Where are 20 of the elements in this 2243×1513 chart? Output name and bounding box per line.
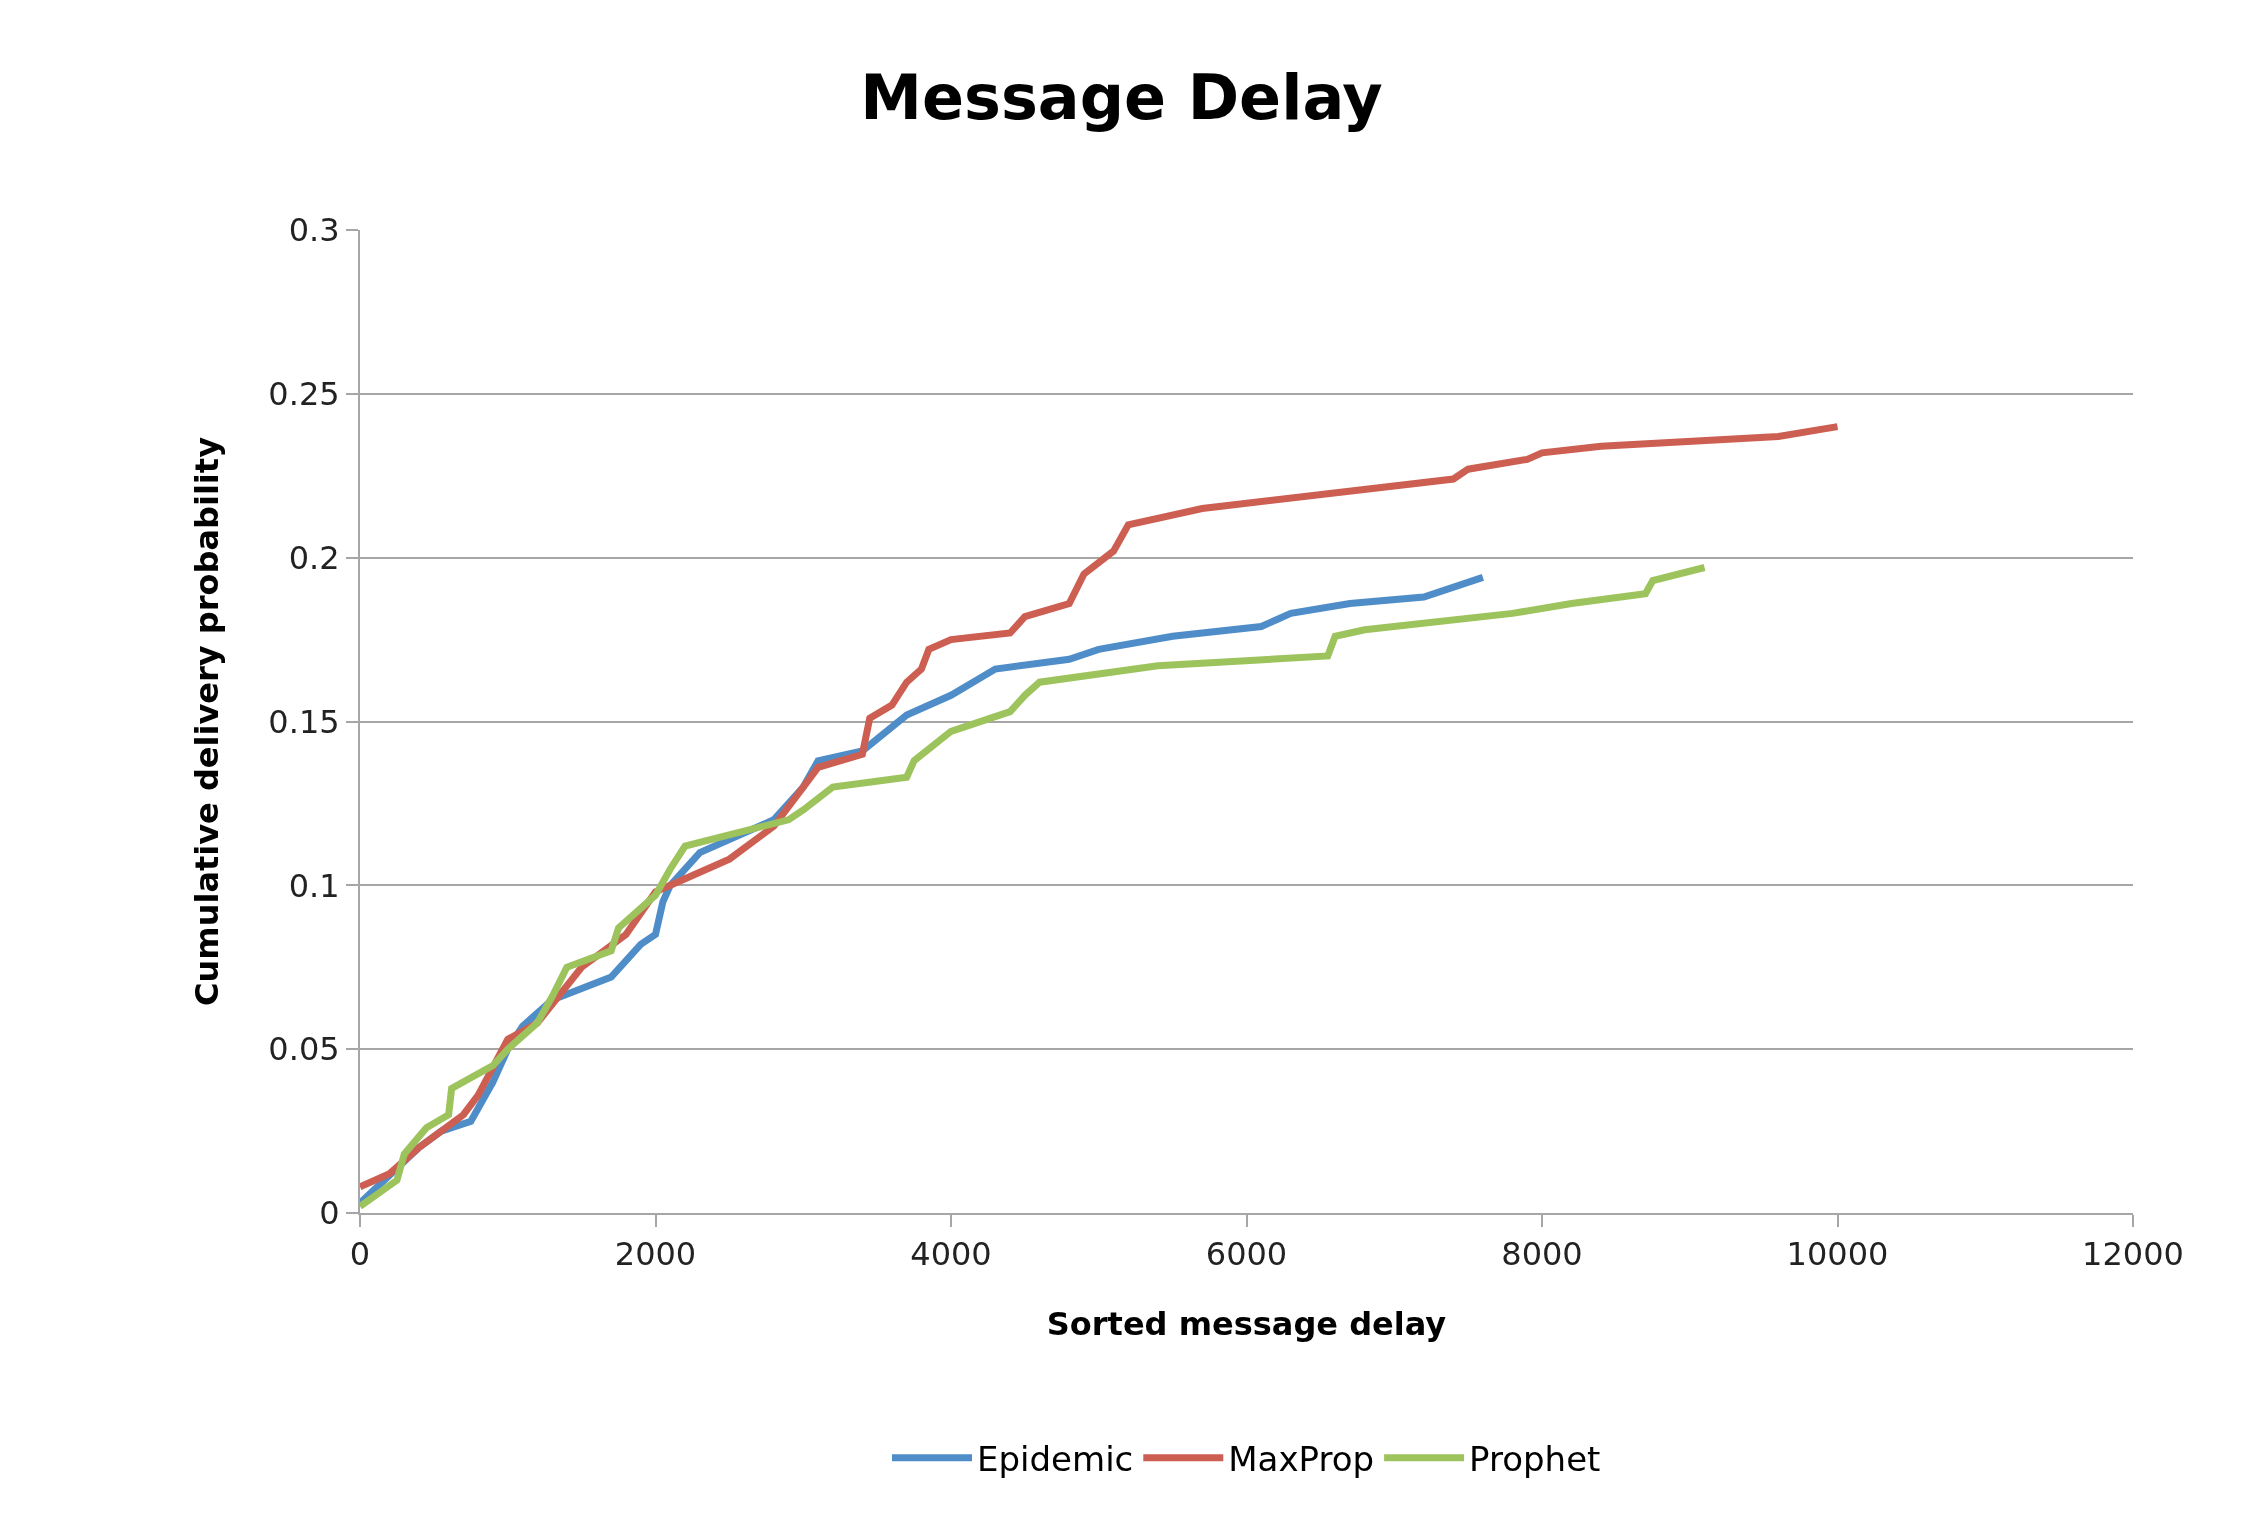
x-tick-label: 0	[349, 1235, 371, 1274]
legend-label: Epidemic	[977, 1439, 1134, 1480]
x-tick-label: 8000	[1501, 1235, 1583, 1274]
x-tick-label: 12000	[2082, 1235, 2184, 1274]
x-tick-label: 10000	[1786, 1235, 1889, 1274]
chart-title: Message Delay	[860, 61, 1383, 135]
y-axis-title: Cumulative delivery probability	[188, 436, 227, 1006]
y-tick-label: 0.05	[268, 1030, 340, 1069]
y-tick-label: 0.3	[288, 211, 340, 250]
y-tick-label: 0.2	[288, 538, 340, 577]
x-tick-label: 2000	[614, 1235, 697, 1274]
y-tick-label: 0	[319, 1194, 340, 1233]
x-tick-label: 4000	[910, 1235, 992, 1274]
legend-label: Prophet	[1469, 1439, 1601, 1480]
x-tick-label: 6000	[1205, 1235, 1288, 1274]
y-tick-label: 0.15	[268, 702, 340, 741]
legend-label: MaxProp	[1228, 1439, 1375, 1480]
y-tick-label: 0.25	[268, 375, 340, 414]
y-tick-label: 0.1	[288, 866, 340, 905]
x-axis-title: Sorted message delay	[1046, 1304, 1447, 1343]
